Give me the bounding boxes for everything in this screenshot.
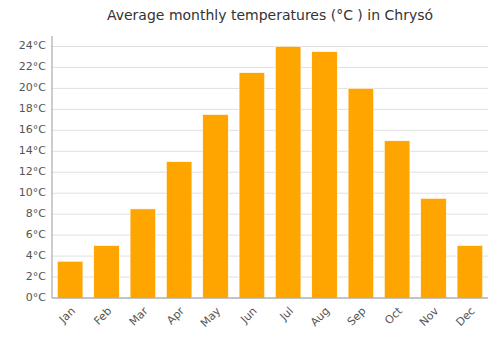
y-tick-label: 10°C: [19, 186, 46, 199]
y-tick-label: 24°C: [19, 39, 46, 52]
bar: [130, 209, 155, 298]
x-tick-label: Nov: [417, 304, 442, 329]
chart-container: 0°C 2°C 4°C 6°C 8°C 10°C 12°C 14°C 16°C 18°C 20°C 2…: [0, 0, 500, 350]
grid-line: [52, 193, 488, 194]
y-tick-label: 2°C: [26, 270, 46, 283]
bar: [57, 261, 82, 298]
chart-title: Average monthly temperatures (°C ) in Ch…: [107, 7, 433, 23]
bar: [275, 46, 300, 298]
x-tick-label: May: [198, 304, 224, 330]
y-tick-label: 12°C: [19, 165, 46, 178]
grid-line: [52, 88, 488, 89]
grid-line: [52, 130, 488, 131]
y-tick-label: 16°C: [19, 123, 46, 136]
bar: [348, 88, 373, 298]
x-tick-label: Jan: [56, 305, 78, 327]
y-axis-ticks: 0°C 2°C 4°C 6°C 8°C 10°C 12°C 14°C 16°C 18°C 20°C 2…: [19, 39, 46, 304]
bar: [312, 52, 337, 298]
x-tick-label: Feb: [91, 305, 114, 328]
bar: [421, 198, 446, 298]
x-axis-ticks: Jan Feb Mar Apr May Jun Jul Aug Sep Oct Nov Dec: [56, 304, 478, 330]
x-tick-label: Jul: [277, 305, 296, 324]
x-tick-label: Dec: [453, 305, 477, 329]
bar: [203, 115, 228, 298]
x-tick-label: Apr: [164, 304, 187, 327]
bars: [57, 46, 482, 298]
y-tick-label: 14°C: [19, 144, 46, 157]
chart-svg: 0°C 2°C 4°C 6°C 8°C 10°C 12°C 14°C 16°C 18°C 20°C 2…: [0, 0, 500, 350]
bar: [239, 73, 264, 298]
grid-line: [52, 298, 488, 299]
y-tick-label: 0°C: [26, 291, 46, 304]
grid-line: [52, 151, 488, 152]
bar: [457, 246, 482, 298]
x-tick-label: Sep: [345, 305, 369, 329]
bar: [166, 162, 191, 298]
y-axis-line: [52, 36, 53, 298]
grid-line: [52, 172, 488, 173]
bar: [384, 141, 409, 298]
grid: [52, 46, 488, 298]
grid-line: [52, 109, 488, 110]
grid-line: [52, 46, 488, 47]
x-tick-label: Oct: [382, 304, 405, 327]
y-tick-label: 4°C: [26, 249, 46, 262]
y-tick-label: 22°C: [19, 60, 46, 73]
x-tick-label: Mar: [127, 304, 151, 328]
y-tick-label: 18°C: [19, 102, 46, 115]
x-tick-label: Jun: [238, 305, 260, 327]
page: {"chart_data": {"type": "bar", "title": …: [0, 0, 500, 350]
x-tick-label: Aug: [308, 305, 332, 329]
bar: [94, 246, 119, 298]
grid-line: [52, 67, 488, 68]
y-tick-label: 8°C: [26, 207, 46, 220]
x-axis-line: [52, 298, 488, 299]
y-tick-label: 20°C: [19, 81, 46, 94]
y-tick-label: 6°C: [26, 228, 46, 241]
